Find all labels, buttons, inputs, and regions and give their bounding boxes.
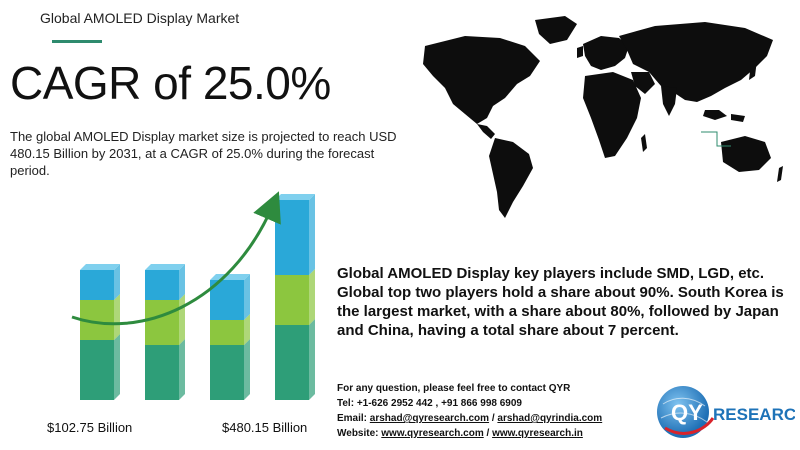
bar-4-segment-1 <box>275 325 309 400</box>
qyresearch-logo[interactable]: QY RESEARCH <box>655 378 795 446</box>
cagr-headline: CAGR of 25.0% <box>10 57 331 109</box>
bar-2-cap <box>145 264 185 270</box>
growth-bar-chart <box>71 191 315 400</box>
globe-icon <box>657 386 709 438</box>
bar-2-segment-3 <box>145 270 179 300</box>
tel-label: Tel: <box>337 398 355 409</box>
market-description: The global AMOLED Display market size is… <box>10 129 397 178</box>
bar-2-side-1 <box>179 339 185 400</box>
chart-start-value: $102.75 Billion <box>47 420 133 435</box>
website-link-1[interactable]: www.qyresearch.com <box>381 428 484 439</box>
logo-qy-text: QY <box>671 400 703 425</box>
contact-email-row: Email: arshad@qyresearch.com / arshad@qy… <box>337 411 667 426</box>
market-title: Global AMOLED Display Market <box>40 10 240 26</box>
bar-2-side-3 <box>179 264 185 300</box>
email-separator: / <box>491 413 495 424</box>
email-link-1[interactable]: arshad@qyresearch.com <box>369 413 490 424</box>
website-link-2[interactable]: www.qyresearch.in <box>492 428 583 439</box>
bar-3-segment-1 <box>210 345 244 400</box>
email-link-2[interactable]: arshad@qyrindia.com <box>497 413 603 424</box>
bar-2-side-2 <box>179 294 185 345</box>
market-summary: Global AMOLED Display key players includ… <box>337 265 784 339</box>
bar-4-cap <box>275 194 315 200</box>
chart-end-value: $480.15 Billion <box>222 420 308 435</box>
title-accent-line <box>52 40 102 43</box>
contact-intro: For any question, please feel free to co… <box>337 383 571 394</box>
bar-3-cap <box>210 274 250 280</box>
bar-3-side-1 <box>244 339 250 400</box>
logo-research-text: RESEARCH <box>713 405 795 424</box>
bar-1-segment-1 <box>80 340 114 400</box>
contact-info: For any question, please feel free to co… <box>337 381 667 441</box>
bar-4-segment-2 <box>275 275 309 325</box>
bar-4-segment-3 <box>275 200 309 275</box>
bar-3-segment-2 <box>210 320 244 345</box>
bar-3-side-2 <box>244 314 250 345</box>
bar-4-side-2 <box>309 269 315 325</box>
bar-2-segment-1 <box>145 345 179 400</box>
bar-4-side-1 <box>309 319 315 400</box>
website-label: Website: <box>337 428 379 439</box>
bar-1-segment-3 <box>80 270 114 300</box>
tel-numbers: +1-626 2952 442 , +91 866 998 6909 <box>356 398 522 409</box>
email-label: Email: <box>337 413 368 424</box>
website-separator: / <box>486 428 490 439</box>
bar-1-cap <box>80 264 120 270</box>
contact-website-row: Website: www.qyresearch.com / www.qyrese… <box>337 426 667 441</box>
growth-arrow <box>71 191 281 326</box>
bar-4-side-3 <box>309 194 315 275</box>
bar-1-side-3 <box>114 264 120 300</box>
bar-2-segment-2 <box>145 300 179 345</box>
bar-3-segment-3 <box>210 280 244 320</box>
bar-1-side-2 <box>114 294 120 340</box>
contact-tel-row: Tel: +1-626 2952 442 , +91 866 998 6909 <box>337 396 667 411</box>
bar-1-side-1 <box>114 334 120 400</box>
bar-3-side-3 <box>244 274 250 320</box>
world-map <box>423 16 783 218</box>
